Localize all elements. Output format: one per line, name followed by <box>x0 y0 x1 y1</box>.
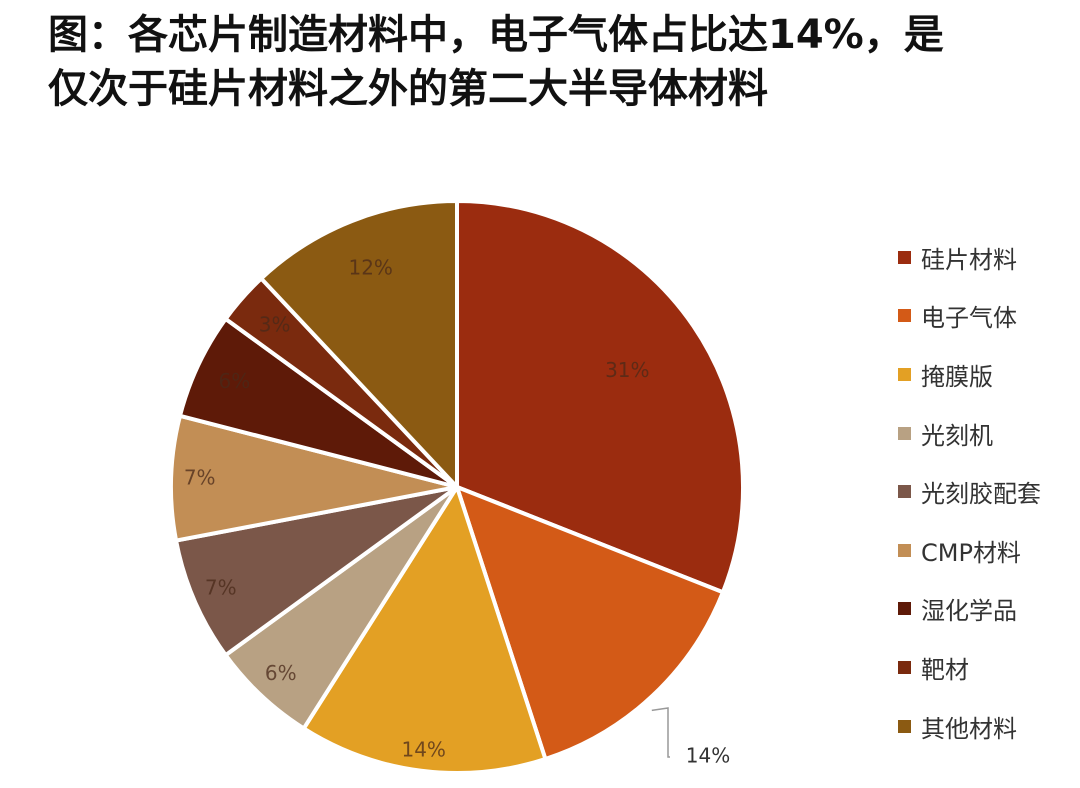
slice-data-label: 7% <box>184 465 216 489</box>
slice-data-label: 3% <box>259 313 291 337</box>
pie-slice <box>300 482 548 775</box>
legend-item: 光刻胶配套 <box>898 462 1073 521</box>
legend-item: 光刻机 <box>898 404 1073 463</box>
legend-label: 湿化学品 <box>921 597 1017 626</box>
legend-swatch <box>898 485 911 499</box>
legend-item: 湿化学品 <box>898 580 1073 639</box>
legend-swatch <box>898 719 911 733</box>
legend-item: 硅片材料 <box>898 228 1073 287</box>
legend-label: 靶材 <box>921 655 969 684</box>
slice-data-label: 6% <box>219 369 251 393</box>
legend-label: CMP材料 <box>921 538 1021 567</box>
legend-label: 掩膜版 <box>921 362 993 391</box>
legend-item: 电子气体 <box>898 287 1073 346</box>
chart-title: 图：各芯片制造材料中，电子气体占比达14%，是 仅次于硅片材料之外的第二大半导体… <box>48 8 1058 116</box>
slice-data-label: 31% <box>605 358 649 382</box>
legend-swatch <box>898 660 911 674</box>
legend-label: 硅片材料 <box>921 245 1017 274</box>
slice-data-label: 14% <box>401 737 445 761</box>
legend-item: 其他材料 <box>898 697 1073 756</box>
slice-data-label: 6% <box>265 661 297 685</box>
leader-line <box>651 707 670 758</box>
slice-data-label: 14% <box>686 744 730 768</box>
legend-swatch <box>898 367 911 381</box>
pie-slice <box>258 198 459 493</box>
legend-label: 光刻机 <box>921 421 993 450</box>
slice-data-label: 7% <box>205 576 237 600</box>
legend-swatch <box>898 250 911 264</box>
legend-label: 光刻胶配套 <box>921 480 1041 509</box>
legend-item: 靶材 <box>898 638 1073 697</box>
legend-item: CMP材料 <box>898 521 1073 580</box>
legend-label: 其他材料 <box>921 714 1017 743</box>
title-line-2: 仅次于硅片材料之外的第二大半导体材料 <box>48 66 768 112</box>
legend-label: 电子气体 <box>921 304 1017 333</box>
pie-slice <box>455 198 745 595</box>
legend-swatch <box>898 426 911 440</box>
pie-slice <box>169 413 458 543</box>
title-line-1: 图：各芯片制造材料中，电子气体占比达14%，是 <box>48 12 944 58</box>
legend-item: 掩膜版 <box>898 345 1073 404</box>
slice-data-label: 12% <box>348 255 392 279</box>
legend-swatch <box>898 309 911 323</box>
chart-legend: 硅片材料电子气体掩膜版光刻机光刻胶配套 CMP材料湿化学品靶材其他材料 <box>898 228 1073 755</box>
legend-swatch <box>898 543 911 557</box>
legend-swatch <box>898 602 911 616</box>
